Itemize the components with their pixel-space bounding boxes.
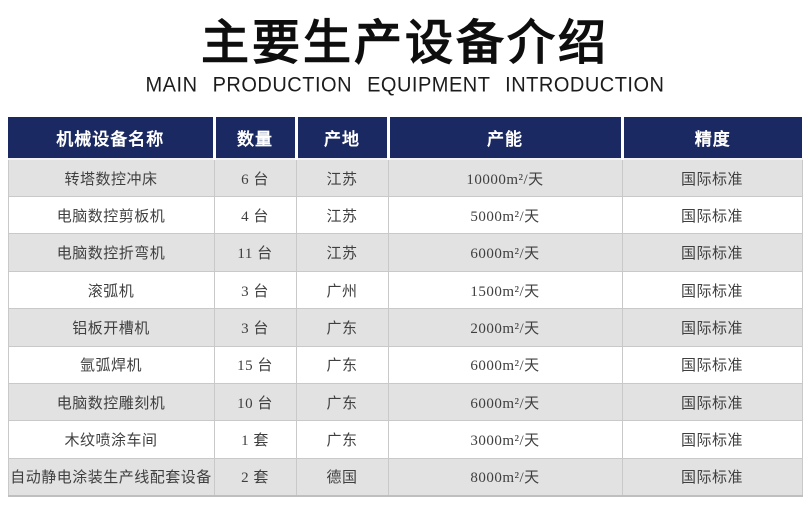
cell-quantity: 1 套 bbox=[213, 420, 297, 459]
cell-name: 铝板开槽机 bbox=[7, 308, 215, 347]
table-row: 滚弧机 3 台广州 1500m²/天 国际标准 bbox=[7, 270, 803, 310]
cell-name: 电脑数控雕刻机 bbox=[7, 383, 215, 422]
cell-origin: 广东 bbox=[295, 308, 389, 347]
page-title: 主要生产设备介绍 bbox=[200, 17, 609, 70]
table-header-row: 机械设备名称 数量 产地 产能 精度 bbox=[8, 117, 802, 161]
cell-precision: 国际标准 bbox=[621, 345, 803, 385]
table-row: 木纹喷涂车间 1 套广东 3000m²/天 国际标准 bbox=[7, 420, 803, 459]
cell-precision: 国际标准 bbox=[621, 158, 803, 198]
table-row: 转塔数控冲床 6 台江苏 10000m²/天 国际标准 bbox=[7, 158, 803, 198]
table-row: 自动静电涂装生产线配套设备 2 套德国 8000m²/天 国际标准 bbox=[7, 457, 803, 497]
cell-origin: 江苏 bbox=[295, 233, 389, 272]
cell-name: 木纹喷涂车间 bbox=[7, 420, 215, 459]
table-row: 电脑数控折弯机 11 台江苏 6000m²/天 国际标准 bbox=[7, 233, 803, 272]
cell-capacity: 10000m²/天 bbox=[387, 158, 623, 198]
cell-capacity: 2000m²/天 bbox=[387, 308, 623, 347]
cell-precision: 国际标准 bbox=[621, 308, 803, 347]
page-subtitle: MAIN PRODUCTION EQUIPMENT INTRODUCTION bbox=[145, 73, 665, 97]
table-body: 转塔数控冲床 6 台江苏 10000m²/天 国际标准 电脑数控剪板机 4 台江苏 5000… bbox=[7, 158, 803, 497]
cell-quantity: 4 台 bbox=[213, 196, 297, 235]
cell-origin: 江苏 bbox=[295, 196, 389, 235]
cell-precision: 国际标准 bbox=[621, 196, 803, 235]
cell-origin: 江苏 bbox=[295, 158, 389, 198]
cell-capacity: 6000m²/天 bbox=[387, 383, 623, 422]
cell-precision: 国际标准 bbox=[621, 420, 803, 459]
column-header-origin: 产地 bbox=[294, 117, 388, 161]
cell-quantity: 10 台 bbox=[213, 383, 297, 422]
cell-quantity: 2 套 bbox=[213, 457, 297, 497]
cell-precision: 国际标准 bbox=[621, 457, 803, 497]
column-header-capacity: 产能 bbox=[386, 117, 622, 161]
column-header-name: 机械设备名称 bbox=[8, 117, 214, 161]
cell-name: 自动静电涂装生产线配套设备 bbox=[7, 457, 215, 497]
cell-quantity: 15 台 bbox=[213, 345, 297, 385]
cell-origin: 广州 bbox=[295, 270, 389, 310]
cell-capacity: 5000m²/天 bbox=[387, 196, 623, 235]
cell-capacity: 6000m²/天 bbox=[387, 233, 623, 272]
cell-quantity: 3 台 bbox=[213, 270, 297, 310]
cell-origin: 广东 bbox=[295, 383, 389, 422]
cell-name: 滚弧机 bbox=[7, 270, 215, 310]
cell-capacity: 3000m²/天 bbox=[387, 420, 623, 459]
cell-origin: 广东 bbox=[295, 420, 389, 459]
cell-quantity: 6 台 bbox=[213, 158, 297, 198]
cell-quantity: 11 台 bbox=[213, 233, 297, 272]
cell-origin: 德国 bbox=[295, 457, 389, 497]
cell-capacity: 1500m²/天 bbox=[387, 270, 623, 310]
cell-precision: 国际标准 bbox=[621, 233, 803, 272]
cell-name: 氩弧焊机 bbox=[7, 345, 215, 385]
table-row: 电脑数控剪板机 4 台江苏 5000m²/天 国际标准 bbox=[7, 196, 803, 235]
cell-precision: 国际标准 bbox=[621, 270, 803, 310]
table-row: 氩弧焊机 15 台广东 6000m²/天 国际标准 bbox=[7, 345, 803, 385]
cell-capacity: 8000m²/天 bbox=[387, 457, 623, 497]
column-header-quantity: 数量 bbox=[212, 117, 296, 161]
cell-capacity: 6000m²/天 bbox=[387, 345, 623, 385]
table-row: 电脑数控雕刻机 10 台广东 6000m²/天 国际标准 bbox=[7, 383, 803, 422]
cell-precision: 国际标准 bbox=[621, 383, 803, 422]
equipment-table: 机械设备名称 数量 产地 产能 精度 转塔数控冲床 6 台江苏 10000m²/天 国际标准电… bbox=[7, 117, 803, 497]
column-header-precision: 精度 bbox=[620, 117, 802, 161]
cell-name: 电脑数控折弯机 bbox=[7, 233, 215, 272]
cell-quantity: 3 台 bbox=[213, 308, 297, 347]
cell-origin: 广东 bbox=[295, 345, 389, 385]
cell-name: 转塔数控冲床 bbox=[7, 158, 215, 198]
cell-name: 电脑数控剪板机 bbox=[7, 196, 215, 235]
table-row: 铝板开槽机 3 台广东 2000m²/天 国际标准 bbox=[7, 308, 803, 347]
